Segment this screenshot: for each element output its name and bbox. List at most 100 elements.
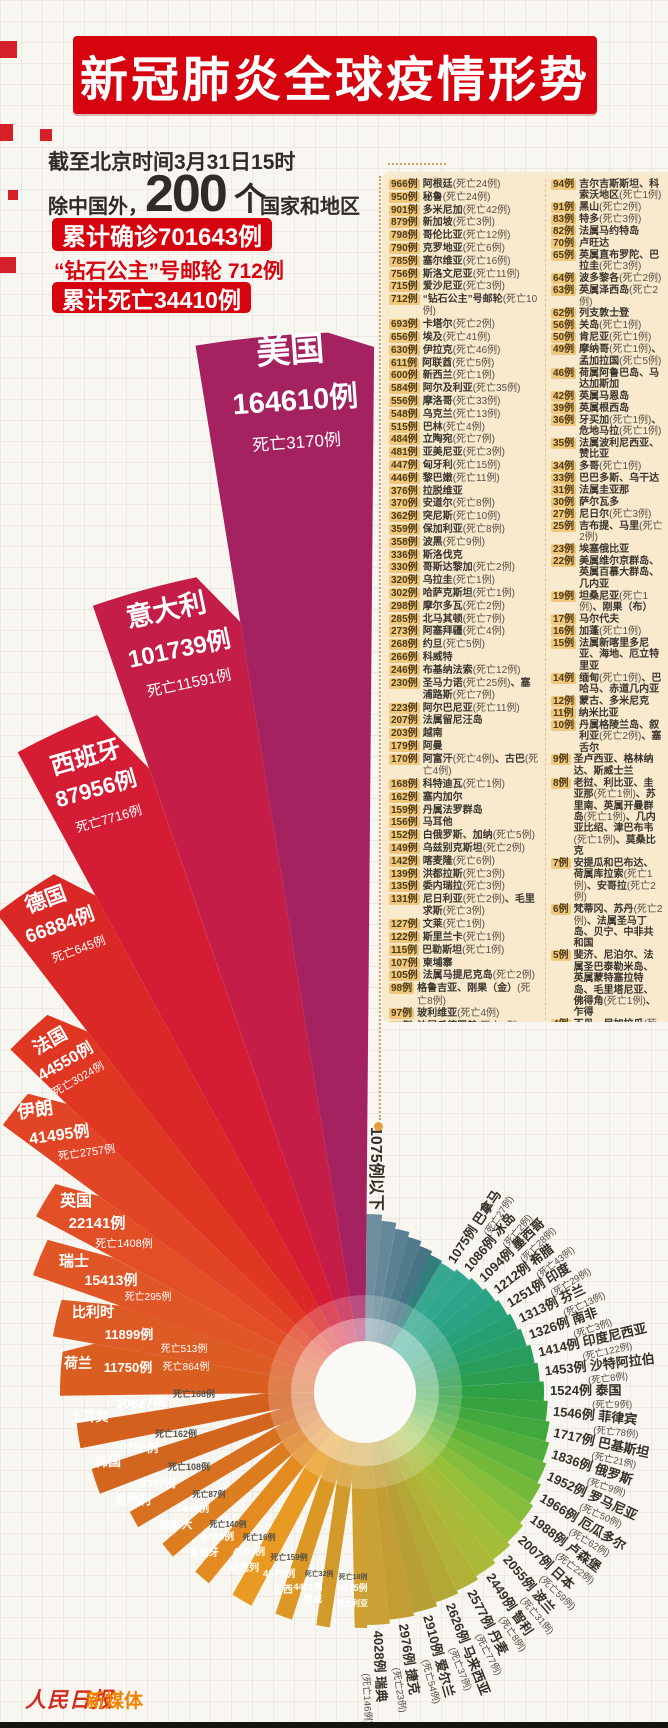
list-item: 17例 马尔代夫 — [551, 614, 663, 626]
list-item: 49例 摩纳哥(死亡1例)、孟加拉国(死亡5例) — [551, 344, 663, 367]
country-names: 丹属法罗群岛 — [422, 804, 483, 816]
case-count-badge: 31例 — [551, 485, 577, 497]
list-item: 362例 突尼斯(死亡10例) — [389, 511, 539, 523]
country-names: 埃及(死亡41例) — [422, 332, 491, 344]
fan-label: 6408例 — [202, 1530, 234, 1543]
fan-label: 死亡140例 — [208, 1519, 246, 1529]
country-names: 安道尔(死亡8例) — [422, 498, 495, 510]
fan-wedge-right — [365, 1392, 438, 1613]
fan-wedge-left — [195, 1392, 365, 1584]
case-count-badge: 152例 — [389, 830, 420, 842]
fan-label: 死亡513例 — [161, 1342, 208, 1355]
case-count-badge: 22例 — [551, 556, 577, 567]
fan-label: 7448例 — [177, 1502, 209, 1515]
case-count-badge: 584例 — [389, 383, 420, 395]
list-item: 179例 阿曼 — [389, 741, 539, 753]
case-count-badge: 785例 — [389, 255, 420, 267]
list-item: 6例 梵蒂冈、苏丹(死亡2例)、法属圣马丁岛、贝宁、中非共和国 — [551, 904, 663, 950]
fan-label: 4451例 — [293, 1581, 322, 1592]
case-count-badge: 170例 — [389, 753, 420, 765]
country-names: 缅甸(死亡1例)、巴哈马、赤道几内亚 — [579, 672, 662, 695]
country-names: 哥斯达黎加(死亡2例) — [422, 562, 515, 574]
country-names: 巴巴多斯、乌干达 — [579, 473, 660, 485]
country-names: 喀麦隆(死亡6例) — [422, 855, 495, 867]
fan-wedge-left — [91, 1392, 365, 1494]
country-names: 白俄罗斯、加纳(死亡5例) — [422, 830, 535, 842]
scope-line: 除中国外， 200 个 国家和地区 — [48, 165, 378, 224]
list-item: 484例 立陶宛(死亡7例) — [389, 434, 539, 446]
list-item: 127例 文莱(死亡1例) — [389, 919, 539, 931]
case-count-badge: 901例 — [389, 204, 420, 216]
country-names: 哥伦比亚(死亡12例) — [422, 230, 511, 242]
list-item: 96例法属瓜德罗普(死亡2例) — [389, 1021, 539, 1022]
list-item: 266例 科威特 — [389, 651, 539, 664]
list-item: 756例 斯洛文尼亚(死亡11例) — [389, 268, 539, 281]
case-count-badge: 98例 — [389, 983, 415, 995]
country-names: 格鲁吉亚、刚果（金）(死亡8例) — [417, 983, 531, 1007]
list-item: 320例 乌拉圭(死亡1例) — [389, 575, 539, 587]
scope-unit: 个 — [234, 181, 267, 217]
list-item: 481例 亚美尼亚(死亡3例) — [389, 447, 539, 459]
country-names: 摩洛哥(死亡33例) — [422, 396, 501, 408]
country-names: 新西兰(死亡1例) — [422, 370, 495, 382]
country-names: 柬埔寨 — [422, 957, 453, 969]
country-names: 立陶宛(死亡7例) — [422, 434, 495, 446]
country-names: 阿富汗(死亡4例)、古巴(死亡4例) — [422, 753, 539, 778]
country-names: 不丹、尼加拉瓜(死亡1例)、英属特克斯与凯科斯群岛、冈比亚(死亡1例) — [574, 1019, 663, 1022]
case-count-badge: 756例 — [389, 268, 420, 280]
list-item: 56例 关岛(死亡1例) — [551, 320, 663, 332]
country-names: 牙买加(死亡1例)、危地马拉(死亡1例) — [579, 414, 662, 438]
list-item: 302例 哈萨克斯坦(死亡1例) — [389, 588, 539, 600]
case-count-badge: 96例 — [389, 1021, 415, 1022]
case-count-badge: 600例 — [389, 370, 420, 382]
fan-label: 挪威 — [304, 1593, 322, 1604]
country-names: 埃塞俄比亚 — [579, 544, 630, 556]
country-names: 新加坡(死亡3例) — [422, 217, 495, 229]
case-count-badge: 223例 — [389, 702, 420, 714]
country-names: 黎巴嫩(死亡11例) — [422, 472, 500, 484]
list-item: 207例 法属留尼汪岛 — [389, 715, 539, 727]
case-count-badge: 19例 — [551, 590, 577, 602]
country-names: 玻利维亚(死亡4例) — [417, 1008, 500, 1020]
list-item: 46例 荷属阿鲁巴岛、马达加斯加 — [551, 367, 663, 391]
country-names: 安提瓜和巴布达、荷属库拉索(死亡1例)、安哥拉(死亡2例) — [573, 858, 656, 904]
country-names: 保加利亚(死亡8例) — [422, 524, 505, 536]
country-names: 斐济、尼泊尔、法属圣巴泰勒米岛、英属蒙特塞拉特岛、毛里塔尼亚、佛得角(死亡1例)… — [573, 950, 656, 1019]
country-names: 爱沙尼亚(死亡3例) — [422, 281, 505, 293]
country-names: 波多黎各(死亡2例) — [579, 273, 662, 285]
case-count-badge: 630例 — [389, 344, 420, 356]
country-names: 列支敦士登 — [579, 308, 630, 320]
list-item: 4例不丹、尼加拉瓜(死亡1例)、英属特克斯与凯科斯群岛、冈比亚(死亡1例) — [551, 1019, 663, 1022]
list-item: 693例 卡塔尔(死亡2例) — [389, 319, 539, 331]
country-names: 吉布提、马里(死亡2例) — [579, 520, 663, 544]
country-list-column-2: 94例 吉尔吉斯斯坦、科索沃地区(死亡1例) 91例 黑山(死亡2例) 83例 特多(死亡… — [545, 179, 663, 1022]
list-item: 94例 吉尔吉斯斯坦、科索沃地区(死亡1例) — [551, 179, 663, 202]
case-count-badge: 179例 — [389, 741, 420, 753]
country-names: 乌克兰(死亡13例) — [422, 408, 501, 420]
case-count-badge: 162例 — [389, 791, 420, 803]
fan-label: 22141例 — [69, 1214, 126, 1232]
country-names: 乌拉圭(死亡1例) — [422, 575, 495, 587]
fan-label: 9786例 — [120, 1440, 159, 1455]
list-item: 25例 吉布提、马里(死亡2例) — [551, 520, 663, 544]
country-names: 伊拉克(死亡46例) — [422, 344, 501, 356]
case-count-badge: 798例 — [389, 230, 420, 242]
case-count-badge: 135例 — [389, 881, 420, 893]
list-item: 39例 英属根西岛 — [551, 402, 663, 414]
list-item: 65例 英属直布罗陀、巴拉圭(死亡3例) — [551, 249, 663, 273]
fan-label: 巴西 — [273, 1584, 293, 1596]
decor-square — [40, 129, 52, 141]
country-names: “钻石公主”号邮轮(死亡10例) — [422, 294, 538, 318]
fan-label: 11899例 — [105, 1327, 153, 1342]
fan-label: 4245例 — [338, 1582, 367, 1593]
country-names: 荷属阿鲁巴岛、马达加斯加 — [579, 367, 660, 390]
fan-label: 死亡87例 — [192, 1489, 226, 1499]
case-count-badge: 33例 — [551, 473, 577, 485]
list-item: 359例 保加利亚(死亡8例) — [389, 524, 539, 536]
case-count-badge: 359例 — [389, 524, 420, 536]
case-count-badge: 42例 — [551, 390, 577, 402]
fan-label: 9377例 — [140, 1476, 175, 1490]
fan-label: 死亡16例 — [242, 1532, 276, 1542]
case-count-badge: 548例 — [389, 408, 420, 420]
